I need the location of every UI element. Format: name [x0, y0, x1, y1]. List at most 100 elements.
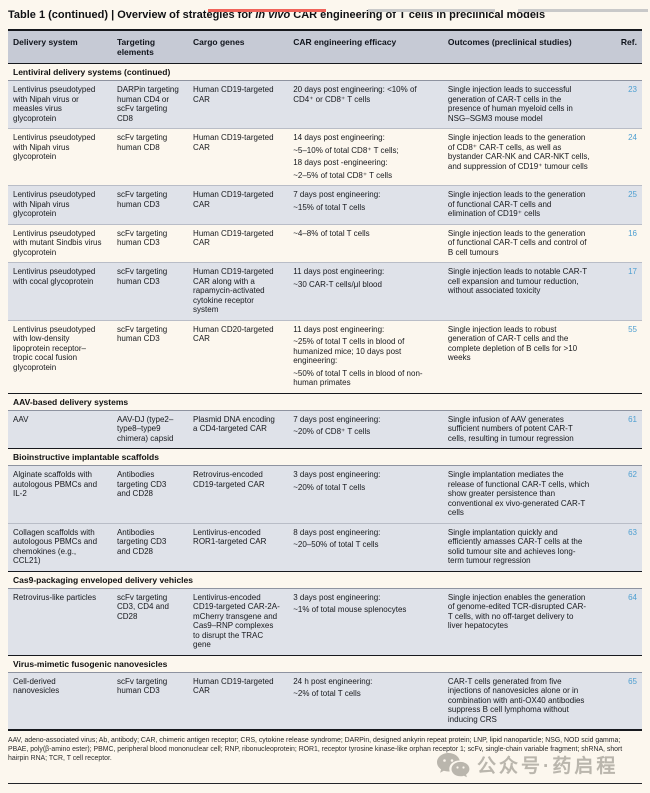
cell-outcomes: Single injection leads to notable CAR-T …: [447, 267, 587, 295]
cell-outcomes: Single injection leads to the generation…: [447, 228, 587, 257]
column-header-car-engineering-efficacy: CAR engineering efficacy: [293, 37, 397, 47]
section-header: AAV-based delivery systems: [8, 392, 642, 411]
ref-link[interactable]: 17: [628, 267, 637, 276]
cell-delivery-system: AAV: [13, 414, 29, 424]
column-header-ref: Ref.: [620, 37, 637, 47]
table-row: Lentivirus pseudotyped with Nipah virus …: [8, 81, 642, 128]
cell-outcomes: Single injection leads to the generation…: [447, 133, 590, 171]
cell-cargo-genes: Human CD19-targeted CAR along with a rap…: [193, 267, 274, 314]
cell-outcomes: Single infusion of AAV generates suffici…: [447, 414, 574, 443]
table: Delivery system Targeting elements Cargo…: [8, 29, 642, 731]
cell-car-engineering-efficacy: 20 days post engineering: <10% of CD4⁺ o…: [288, 81, 443, 128]
cell-delivery-system: Lentivirus pseudotyped with Nipah virus …: [13, 190, 96, 218]
cell-cargo-genes: Human CD19-targeted CAR: [193, 85, 274, 104]
cell-car-engineering-efficacy: 3 days post engineering: ~20% of total T …: [288, 466, 443, 523]
cell-targeting-elements: scFv targeting human CD3: [116, 324, 168, 344]
top-crop-bar-red: [208, 9, 326, 12]
ref-link[interactable]: 61: [628, 414, 637, 424]
table-footnote: AAV, adeno-associated virus; Ab, antibod…: [8, 737, 623, 762]
cell-targeting-elements: scFv targeting human CD3: [116, 267, 168, 286]
column-header-targeting-elements: Targeting elements: [116, 37, 156, 57]
cell-car-engineering-efficacy: 24 h post engineering: ~2% of total T cel…: [288, 673, 443, 730]
cell-targeting-elements: scFv targeting human CD3: [116, 676, 168, 696]
cell-delivery-system: Lentivirus pseudotyped with Nipah virus …: [13, 85, 96, 123]
cell-car-engineering-efficacy: 14 days post engineering: ~5–10% of total…: [288, 129, 443, 185]
cell-cargo-genes: Retrovirus-encoded CD19-targeted CAR: [193, 470, 265, 489]
cell-outcomes: Single injection leads to the generation…: [447, 190, 586, 218]
section-header: Cas9-packaging enveloped delivery vehicl…: [8, 570, 642, 589]
cell-delivery-system: Cell-derived nanovesicles: [13, 676, 60, 696]
efficacy-line: ~2–5% of total CD8⁺ T cells: [293, 170, 393, 180]
efficacy-line: ~1% of total mouse splenocytes: [293, 605, 407, 614]
cell-outcomes: Single injection enables the generation …: [447, 592, 587, 631]
efficacy-line: ~25% of total T cells in blood of humani…: [293, 337, 405, 365]
top-crop-bar-gray-1: [368, 9, 495, 12]
efficacy-line: ~50% of total T cells in blood of non-hu…: [293, 368, 423, 388]
cell-car-engineering-efficacy: 3 days post engineering: ~1% of total mou…: [288, 589, 443, 655]
table-row: AAV AAV-DJ (type2–type8–type9 chimera) c…: [8, 410, 642, 448]
section-title: Lentiviral delivery systems (continued): [13, 67, 171, 77]
cell-targeting-elements: scFv targeting CD3, CD4 and CD28: [116, 592, 169, 621]
table-title-italic: in vivo: [255, 9, 291, 21]
cell-car-engineering-efficacy: 11 days post engineering: ~25% of total T…: [288, 321, 443, 393]
cell-cargo-genes: Human CD19-targeted CAR: [193, 133, 274, 152]
ref-link[interactable]: 64: [628, 592, 637, 602]
cell-outcomes: Single implantation mediates the release…: [447, 470, 590, 517]
cell-cargo-genes: Lentivirus-encoded CD19-targeted CAR-2A-…: [193, 592, 280, 650]
ref-link[interactable]: 23: [628, 85, 637, 94]
table-row: Lentivirus pseudotyped with mutant Sindb…: [8, 223, 642, 263]
table-row: Collagen scaffolds with autologous PBMCs…: [8, 522, 642, 571]
efficacy-line: 7 days post engineering:: [293, 190, 381, 199]
efficacy-line: 3 days post engineering:: [293, 592, 381, 602]
table-title: Table 1 (continued) | Overview of strate…: [8, 9, 642, 22]
efficacy-line: 18 days post -engineering:: [293, 158, 388, 167]
table-title-prefix: Table 1 (continued) | Overview of strate…: [8, 9, 256, 21]
page: Table 1 (continued) | Overview of strate…: [0, 9, 650, 793]
efficacy-line: ~4–8% of total T cells: [293, 228, 370, 238]
cell-outcomes: Single injection leads to successful gen…: [447, 85, 573, 123]
ref-link[interactable]: 16: [628, 228, 637, 238]
table-row: Lentivirus pseudotyped with cocal glycop…: [8, 262, 642, 320]
cell-cargo-genes: Human CD19-targeted CAR: [193, 228, 274, 248]
table-row: Retrovirus-like particles scFv targeting…: [8, 588, 642, 655]
efficacy-line: 14 days post engineering:: [293, 133, 385, 142]
efficacy-line: ~30 CAR-T cells/μl blood: [293, 279, 382, 289]
ref-link[interactable]: 24: [628, 133, 637, 142]
cell-outcomes: CAR-T cells generated from five injectio…: [447, 676, 585, 724]
cell-targeting-elements: scFv targeting human CD8: [116, 133, 168, 152]
cell-delivery-system: Lentivirus pseudotyped with cocal glycop…: [13, 267, 96, 286]
table-row: Lentivirus pseudotyped with low-density …: [8, 319, 642, 393]
cell-targeting-elements: Antibodies targeting CD3 and CD28: [116, 527, 167, 556]
top-crop-bar-gray-2: [518, 9, 648, 12]
section-header: Lentiviral delivery systems (continued): [8, 64, 642, 81]
section-title: Virus-mimetic fusogenic nanovesicles: [13, 658, 168, 669]
cell-targeting-elements: DARPin targeting human CD4 or scFv targe…: [116, 85, 179, 123]
cell-delivery-system: Alginate scaffolds with autologous PBMCs…: [13, 470, 98, 498]
section-header: Bioinstructive implantable scaffolds: [8, 448, 642, 466]
section-title: Bioinstructive implantable scaffolds: [13, 452, 159, 462]
ref-link[interactable]: 62: [628, 470, 637, 479]
cell-targeting-elements: scFv targeting human CD3: [116, 190, 168, 209]
cell-car-engineering-efficacy: 7 days post engineering: ~15% of total T …: [288, 186, 443, 224]
cell-delivery-system: Lentivirus pseudotyped with mutant Sindb…: [13, 228, 102, 257]
efficacy-line: 24 h post engineering:: [293, 676, 373, 686]
table-body: Lentiviral delivery systems (continued) …: [8, 64, 642, 729]
efficacy-line: ~20% of CD8⁺ T cells: [293, 427, 371, 436]
cell-targeting-elements: AAV-DJ (type2–type8–type9 chimera) capsi…: [116, 414, 174, 443]
column-header-outcomes: Outcomes (preclinical studies): [447, 37, 572, 47]
cell-delivery-system: Lentivirus pseudotyped with Nipah virus …: [13, 133, 96, 161]
section-title: Cas9-packaging enveloped delivery vehicl…: [13, 574, 193, 585]
ref-link[interactable]: 55: [628, 324, 637, 334]
ref-link[interactable]: 25: [628, 190, 637, 199]
ref-link[interactable]: 63: [628, 527, 637, 537]
cell-outcomes: Single injection leads to robust generat…: [447, 324, 578, 363]
table-row: Cell-derived nanovesicles scFv targeting…: [8, 672, 642, 730]
ref-link[interactable]: 65: [628, 676, 637, 686]
cell-delivery-system: Retrovirus-like particles: [13, 592, 97, 602]
cell-car-engineering-efficacy: ~4–8% of total T cells: [288, 225, 443, 263]
efficacy-line: 7 days post engineering:: [293, 414, 381, 424]
cell-cargo-genes: Human CD19-targeted CAR: [193, 190, 274, 209]
efficacy-line: 3 days post engineering:: [293, 470, 381, 479]
efficacy-line: 20 days post engineering: <10% of CD4⁺ o…: [293, 85, 417, 104]
column-header-cargo-genes: Cargo genes: [193, 37, 245, 47]
